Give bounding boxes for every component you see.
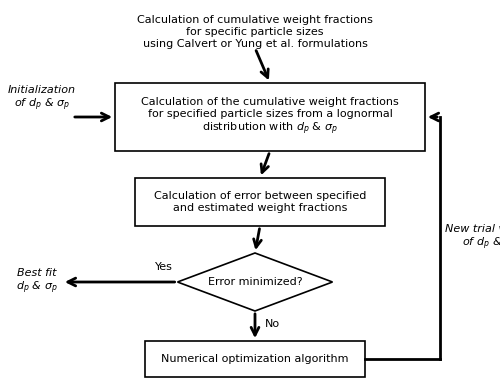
Text: New trial values
of $d_p$ & $\sigma_p$: New trial values of $d_p$ & $\sigma_p$: [445, 224, 500, 252]
FancyBboxPatch shape: [135, 178, 385, 226]
FancyBboxPatch shape: [145, 341, 365, 377]
Text: No: No: [265, 319, 280, 329]
Text: Calculation of cumulative weight fractions
for specific particle sizes
using Cal: Calculation of cumulative weight fractio…: [137, 15, 373, 49]
Text: Calculation of error between specified
and estimated weight fractions: Calculation of error between specified a…: [154, 191, 366, 213]
Text: Numerical optimization algorithm: Numerical optimization algorithm: [161, 354, 349, 364]
Polygon shape: [178, 253, 332, 311]
Text: Error minimized?: Error minimized?: [208, 277, 302, 287]
Text: Initialization
of $d_p$ & $\sigma_p$: Initialization of $d_p$ & $\sigma_p$: [8, 85, 76, 113]
Text: Best fit
$d_p$ & $\sigma_p$: Best fit $d_p$ & $\sigma_p$: [16, 268, 58, 296]
Text: Yes: Yes: [154, 262, 172, 272]
FancyBboxPatch shape: [115, 83, 425, 151]
Text: Calculation of the cumulative weight fractions
for specified particle sizes from: Calculation of the cumulative weight fra…: [141, 97, 399, 137]
